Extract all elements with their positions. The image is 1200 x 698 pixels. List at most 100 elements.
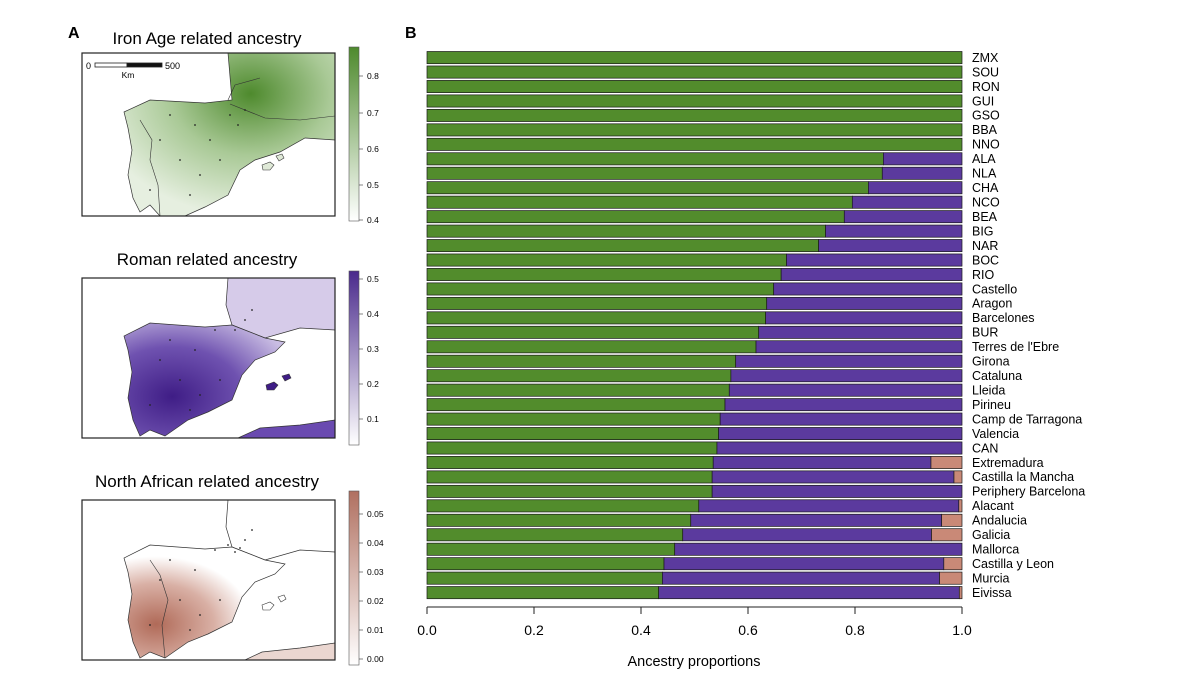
category-label: GUI	[972, 94, 994, 108]
category-label: RIO	[972, 268, 995, 282]
bar-segment-roman	[716, 441, 963, 455]
bar-segment-roman	[881, 166, 963, 180]
bar-segment-iron-age	[426, 296, 768, 310]
bar-segment-iron-age	[426, 239, 819, 253]
bar-segment-iron-age	[426, 51, 963, 65]
colorbar-tick: 0.05	[367, 509, 384, 519]
category-label: Aragon	[972, 297, 1012, 311]
x-axis-title: Ancestry proportions	[628, 654, 761, 670]
bar-segment-roman	[755, 340, 963, 354]
map-frame	[81, 52, 336, 217]
category-label: Extremadura	[972, 456, 1044, 470]
bar-segment-iron-age	[426, 586, 660, 600]
colorbar-tick: 0.5	[367, 274, 379, 284]
bar-segment-iron-age	[426, 369, 732, 383]
bar-segment-roman	[711, 484, 963, 498]
colorbar-iron-age: 0.8 0.7 0.6 0.5 0.4	[348, 46, 379, 225]
bar-segment-iron-age	[426, 441, 718, 455]
bar-segment-north-african	[930, 456, 963, 469]
category-label: CAN	[972, 441, 998, 455]
bar-segment-iron-age	[426, 210, 845, 224]
bar-segment-roman	[843, 210, 963, 224]
bar-segment-roman	[780, 268, 963, 281]
bar-segment-iron-age	[426, 137, 963, 151]
bar-segment-iron-age	[426, 282, 775, 296]
category-label: Castilla y Leon	[972, 557, 1054, 571]
bar-segment-roman	[765, 311, 963, 325]
colorbar-tick: 0.03	[367, 567, 384, 577]
bar-segment-north-african	[939, 571, 963, 585]
bar-segment-iron-age	[426, 412, 721, 426]
bar-segment-iron-age	[426, 108, 963, 122]
bar-segment-iron-age	[426, 484, 713, 498]
bar-segment-roman	[883, 152, 963, 166]
bar-segment-iron-age	[426, 123, 963, 137]
category-label: Castilla la Mancha	[972, 470, 1074, 484]
category-label: RON	[972, 80, 1000, 94]
bar-segment-iron-age	[426, 94, 963, 108]
north-african-map	[82, 500, 335, 660]
category-label: Murcia	[972, 571, 1010, 585]
bar-segment-roman	[682, 528, 932, 542]
iberia-landmass	[123, 544, 286, 659]
france-landmass	[225, 278, 335, 339]
bar-segment-iron-age	[426, 311, 767, 325]
north-africa-landmass	[244, 642, 335, 660]
iberia-landmass	[123, 322, 286, 437]
map-frame	[81, 499, 336, 661]
bar-segment-iron-age	[426, 513, 692, 527]
map-title-roman: Roman related ancestry	[117, 250, 298, 269]
panel-a-letter: A	[68, 25, 80, 42]
colorbar-tick: 0.2	[367, 379, 379, 389]
category-label: NNO	[972, 138, 1000, 152]
bar-segment-roman	[724, 398, 963, 412]
bar-segment-iron-age	[426, 499, 700, 513]
colorbar-tick: 0.02	[367, 596, 384, 606]
category-label: BOC	[972, 253, 999, 267]
category-label: Periphery Barcelona	[972, 485, 1085, 499]
bar-segment-north-african	[953, 470, 963, 484]
category-label: GSO	[972, 109, 1000, 123]
bar-segment-iron-age	[426, 166, 883, 180]
bar-segment-roman	[825, 224, 963, 238]
category-label: Camp de Tarragona	[972, 412, 1082, 426]
bar-segment-north-african	[943, 557, 963, 571]
colorbar-tick: 0.6	[367, 144, 379, 154]
bar-segment-roman	[718, 427, 963, 441]
colorbar-tick: 0.5	[367, 180, 379, 190]
bar-segment-roman	[674, 542, 963, 556]
bar-segment-iron-age	[426, 65, 963, 79]
colorbar-tick: 0.4	[367, 215, 379, 225]
bar-segment-iron-age	[426, 470, 713, 484]
bar-segment-north-african	[931, 528, 963, 542]
map-title-north-african: North African related ancestry	[95, 472, 319, 491]
category-label: ZMX	[972, 51, 999, 65]
category-label: Cataluna	[972, 369, 1022, 383]
bar-segment-iron-age	[426, 456, 714, 469]
category-label: BEA	[972, 210, 998, 224]
bar-segment-roman	[773, 282, 963, 296]
category-label: Mallorca	[972, 543, 1019, 557]
panel-b-letter: B	[405, 25, 417, 42]
bar-segment-roman	[719, 412, 963, 426]
bar-segment-roman	[786, 253, 963, 267]
category-label: SOU	[972, 65, 999, 79]
bar-segment-iron-age	[426, 528, 684, 542]
x-tick-label: 0.6	[738, 622, 758, 638]
bar-segment-iron-age	[426, 542, 676, 556]
bar-segment-roman	[818, 239, 963, 253]
bar-segment-roman	[758, 325, 963, 339]
map-frame	[81, 277, 336, 439]
france-landmass	[225, 500, 335, 561]
balearic-islands	[265, 373, 292, 391]
category-label: BIG	[972, 224, 994, 238]
sample-points	[149, 529, 253, 631]
category-label: Terres de l'Ebre	[972, 340, 1059, 354]
bar-segment-iron-age	[426, 325, 760, 339]
bar-segment-iron-age	[426, 152, 884, 166]
bar-segment-iron-age	[426, 268, 782, 281]
bar-segment-roman	[730, 369, 963, 383]
bar-segment-iron-age	[426, 195, 853, 209]
category-label: Valencia	[972, 427, 1019, 441]
